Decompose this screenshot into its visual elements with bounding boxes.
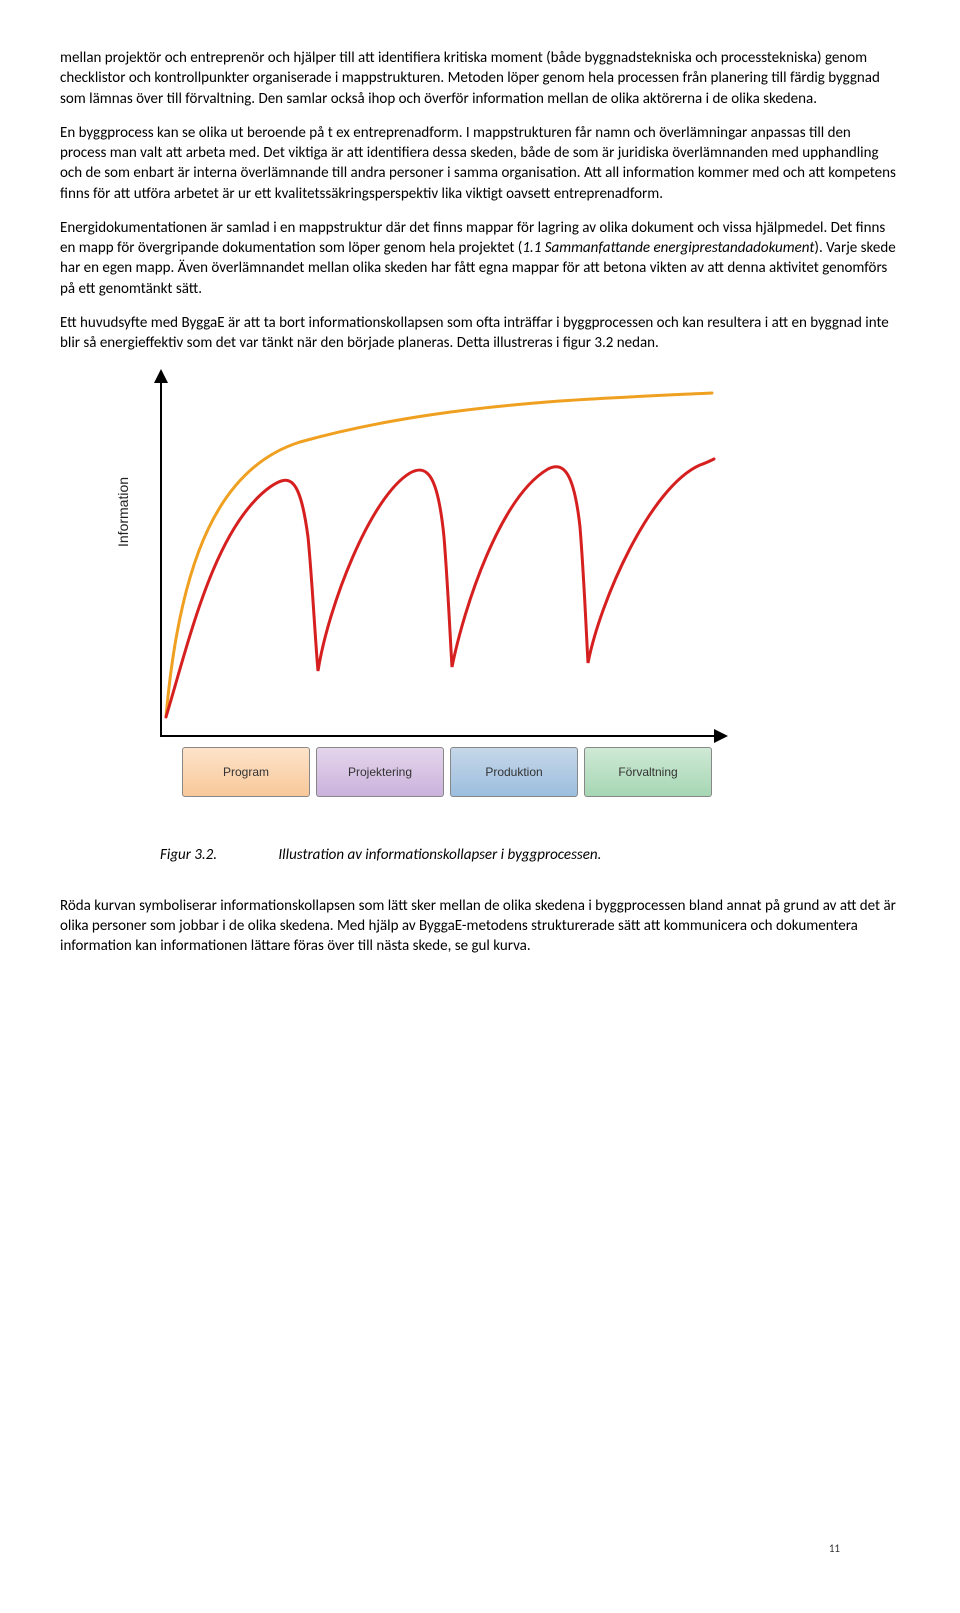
p3-italic: 1.1 Sammanfattande energiprestandadokume… [522, 239, 814, 257]
figure-caption: Figur 3.2. Illustration av informationsk… [160, 845, 900, 865]
phase-bar-förvaltning: Förvaltning [584, 747, 712, 797]
paragraph-mappstruktur: Energidokumentationen är samlad i en map… [60, 218, 900, 299]
paragraph-intro: mellan projektör och entreprenör och hjä… [60, 48, 900, 109]
paragraph-red-curve: Röda kurvan symboliserar informationskol… [60, 896, 900, 957]
paragraph-process: En byggprocess kan se olika ut beroende … [60, 123, 900, 204]
curve-yellow [166, 393, 712, 717]
paragraph-huvudsyfte: Ett huvudsyfte med ByggaE är att ta bort… [60, 313, 900, 354]
phase-bar-produktion: Produktion [450, 747, 578, 797]
phase-bar-program: Program [182, 747, 310, 797]
page-number: 11 [829, 1542, 840, 1557]
y-axis-label: Information [114, 477, 133, 547]
information-collapse-chart: Information ProgramProjekteringProduktio… [100, 367, 740, 827]
chart-plot-area [160, 377, 720, 737]
figure-caption-label: Figur 3.2. [160, 845, 275, 865]
curve-red [166, 459, 714, 717]
phase-bar-projektering: Projektering [316, 747, 444, 797]
figure-caption-text: Illustration av informationskollapser i … [278, 846, 601, 864]
